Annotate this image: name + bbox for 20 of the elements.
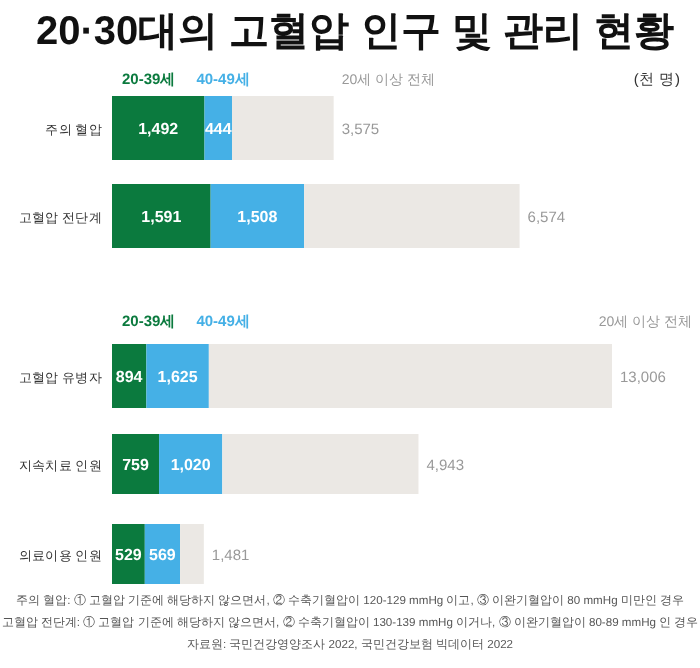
data-label: 1,020: [170, 456, 212, 474]
bar: [112, 96, 205, 160]
data-label: 894: [115, 368, 144, 386]
data-label: 569: [149, 546, 177, 564]
data-label: 1,591: [141, 208, 183, 226]
bar: [112, 434, 160, 494]
bar: [232, 96, 334, 160]
bar: [112, 184, 211, 248]
bar: [304, 184, 520, 248]
bar: [180, 524, 204, 584]
bar: [210, 184, 305, 248]
data-label: 1,492: [138, 120, 180, 138]
bar: [159, 434, 223, 494]
data-label: 1,625: [157, 368, 199, 386]
bar: [222, 434, 419, 494]
data-label: 529: [115, 546, 143, 564]
data-label: 1,508: [237, 208, 279, 226]
data-label: 759: [122, 456, 150, 474]
chart-title: 20·30대의 고혈압 인구 및 관리 현황: [36, 10, 674, 54]
data-label: 444: [204, 120, 233, 138]
